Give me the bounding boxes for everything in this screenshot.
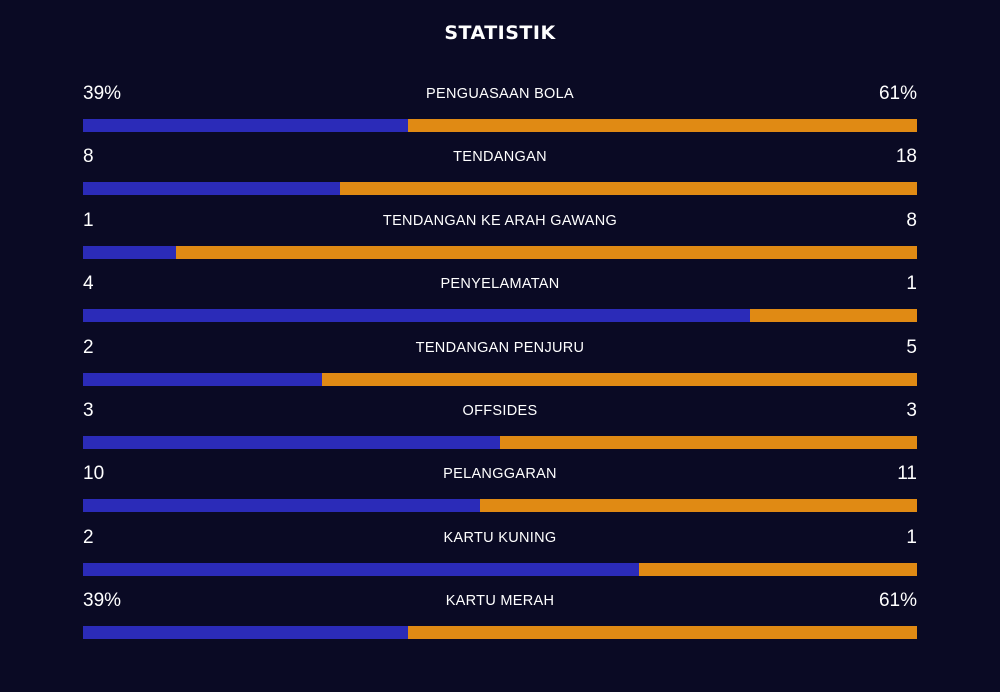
- away-bar: [175, 245, 917, 259]
- away-bar: [500, 435, 917, 449]
- away-bar: [339, 182, 917, 196]
- comparison-bar: [83, 562, 917, 576]
- home-bar: [83, 372, 322, 386]
- away-bar: [321, 372, 917, 386]
- home-bar: [83, 309, 751, 323]
- away-value: 18: [895, 146, 917, 168]
- away-value: 61%: [878, 83, 917, 104]
- stat-label: PENGUASAAN BOLA: [426, 86, 574, 102]
- away-value: 5: [906, 336, 917, 358]
- stat-row-red-cards: 39% KARTU MERAH 61%: [83, 587, 917, 650]
- stats-title: STATISTIK: [444, 22, 556, 44]
- stat-label: KARTU MERAH: [445, 593, 555, 610]
- home-value: 10: [83, 463, 105, 485]
- away-value: 1: [906, 273, 917, 295]
- home-value: 3: [83, 399, 94, 421]
- stat-row-corners: 2 TENDANGAN PENJURU 5: [83, 334, 917, 397]
- home-value: 8: [83, 146, 94, 168]
- stat-label: PENYELAMATAN: [440, 276, 560, 293]
- home-value: 2: [83, 526, 94, 548]
- stats-list: 39% PENGUASAAN BOLA 61% 8 TENDANGAN 18 1…: [83, 80, 917, 651]
- home-bar: [83, 626, 409, 640]
- home-bar: [83, 435, 500, 449]
- comparison-bar: [83, 499, 917, 513]
- stat-row-shots: 8 TENDANGAN 18: [83, 143, 917, 206]
- stat-label: TENDANGAN: [453, 149, 547, 166]
- comparison-bar: [83, 245, 917, 259]
- stat-row-offsides: 3 OFFSIDES 3: [83, 397, 917, 460]
- stat-row-possession: 39% PENGUASAAN BOLA 61%: [83, 80, 917, 143]
- away-value: 8: [906, 209, 917, 231]
- comparison-bar: [83, 626, 917, 640]
- away-value: 3: [906, 399, 917, 421]
- comparison-bar: [83, 309, 917, 323]
- home-bar: [83, 499, 480, 513]
- home-value: 4: [83, 273, 94, 295]
- home-value: 1: [83, 209, 94, 231]
- stat-label: OFFSIDES: [462, 402, 538, 419]
- stat-row-fouls: 10 PELANGGARAN 11: [83, 460, 917, 523]
- stat-row-yellow-cards: 2 KARTU KUNING 1: [83, 524, 917, 587]
- away-bar: [408, 119, 917, 132]
- stat-label: PELANGGARAN: [443, 466, 557, 483]
- away-bar: [750, 309, 917, 323]
- home-bar: [83, 562, 640, 576]
- home-value: 2: [83, 336, 94, 358]
- comparison-bar: [83, 182, 917, 196]
- comparison-bar: [83, 435, 917, 449]
- away-value: 61%: [878, 590, 917, 612]
- stat-label: TENDANGAN KE ARAH GAWANG: [382, 212, 618, 229]
- away-bar: [408, 626, 917, 640]
- home-value: 39%: [83, 590, 122, 612]
- away-bar: [639, 562, 917, 576]
- home-bar: [83, 119, 409, 132]
- home-bar: [83, 182, 340, 196]
- home-value: 39%: [83, 83, 122, 104]
- home-bar: [83, 245, 176, 259]
- comparison-bar: [83, 119, 917, 132]
- comparison-bar: [83, 372, 917, 386]
- stat-label: KARTU KUNING: [443, 529, 557, 546]
- stat-row-shots-on-target: 1 TENDANGAN KE ARAH GAWANG 8: [83, 207, 917, 270]
- stat-row-saves: 4 PENYELAMATAN 1: [83, 270, 917, 333]
- away-bar: [479, 499, 917, 513]
- away-value: 11: [897, 463, 917, 485]
- away-value: 1: [906, 526, 917, 548]
- stat-label: TENDANGAN PENJURU: [415, 339, 585, 356]
